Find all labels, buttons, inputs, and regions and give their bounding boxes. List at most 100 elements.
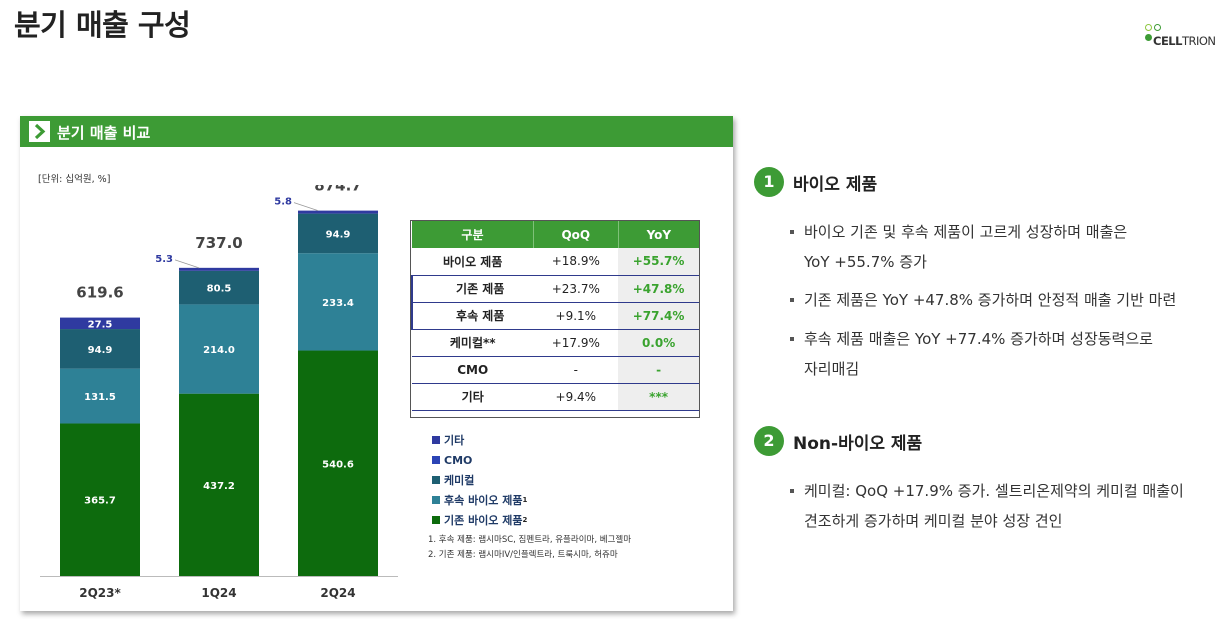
bar-segment [298,253,378,351]
logo-wordmark: CELLTRION [1153,34,1216,48]
legend-item: 기존 바이오 제품 2 [432,510,527,530]
table-cell-yoy: *** [618,383,699,411]
legend-footnote-mark: 2 [522,516,528,524]
bullet-icon [790,337,794,341]
bar-data-label: 5.3 [155,254,173,265]
bar-data-label: 131.5 [84,392,116,403]
growth-table-border [410,220,700,418]
table-header-yoy: YoY [618,221,699,248]
table-cell-yoy: +47.8% [618,275,699,303]
bar-data-label: 27.5 [88,319,113,330]
legend-swatch [432,456,440,464]
celltrion-logo: CELLTRION [1144,24,1224,48]
table-cell-qoq: +17.9% [533,329,619,357]
bar-segment [60,329,140,369]
footnote-2: 2. 기존 제품: 램시마IV/인플렉트라, 트룩시마, 허쥬마 [428,549,618,560]
bar-data-label: 80.5 [207,284,232,295]
legend-item: 케미컬 [432,470,527,490]
table-header-qoq: QoQ [533,221,619,248]
legend-label: 기존 바이오 제품 [444,514,523,527]
bar-total-label: 619.6 [76,284,123,302]
bar-segment [179,270,259,305]
bar-segment [60,423,140,576]
table-cell-qoq: +9.4% [533,383,619,411]
bar-total-label: 874.7 [314,185,361,195]
legend-swatch [432,436,440,444]
unit-label: [단위: 십억원, %] [38,174,111,185]
footnotes: 1. 후속 제품: 램시마SC, 짐펜트라, 유플라이마, 베그젤마 2. 기존… [428,533,631,562]
table-header-category: 구분 [412,221,534,248]
bar-segment [298,350,378,576]
chevron-right-icon [29,121,50,142]
table-row: 케미컬** +17.9% 0.0% [412,329,699,357]
section-title: 바이오 제품 [793,175,878,195]
table-cell-yoy: +77.4% [618,302,699,330]
legend-item: 기타 [432,430,527,450]
card-header: 분기 매출 비교 [20,116,733,147]
leader-line [174,259,200,269]
legend-label: 케미컬 [444,474,475,487]
bar-segment [298,213,378,254]
table-cell-label: CMO [412,356,534,384]
table-cell-yoy: +55.7% [618,248,699,276]
table-cell-label: 기타 [412,383,534,411]
bullet-icon [790,489,794,493]
bar-segment [179,267,259,271]
section-number-badge: 2 [754,426,784,456]
table-row: CMO - - [412,356,699,384]
page-title: 분기 매출 구성 [14,8,191,42]
table-cell-qoq: +18.9% [533,248,619,276]
table-cell-yoy: 0.0% [618,329,699,357]
bar-data-label: 365.7 [84,496,116,507]
bullet-item: 기존 제품은 YoY +47.8% 증가하며 안정적 매출 기반 마련 [790,285,1220,315]
x-tick-label: 2Q23* [79,586,121,600]
bar-data-label: 94.9 [326,229,351,240]
logo-dots-icon [1144,24,1166,46]
legend-item: 후속 바이오 제품 1 [432,490,527,510]
chart-legend: 기타 CMO 케미컬 후속 바이오 제품 1 기존 바이오 제품 2 [432,430,527,530]
bullet-item: 바이오 기존 및 후속 제품이 고르게 성장하며 매출은 YoY +55.7% … [790,217,1220,277]
bar-data-label: 214.0 [203,345,235,356]
table-cell-qoq: +9.1% [533,302,619,330]
table-row: 기타 +9.4% *** [412,383,699,411]
legend-label: CMO [444,453,473,467]
table-cell-label: 후속 제품 [410,302,534,330]
bullet-icon [790,298,794,302]
bar-segment [60,317,140,330]
x-tick-label: 1Q24 [201,586,236,600]
growth-table: 구분 QoQ YoY 바이오 제품 +18.9% +55.7% 기존 제품 +23.7%… [410,221,699,411]
leader-line [293,202,319,211]
section-number-badge: 1 [754,167,784,197]
bar-data-label: 540.6 [322,459,354,470]
bar-data-label: 5.8 [274,197,292,208]
table-cell-qoq: - [533,356,619,384]
bar-segment [179,304,259,394]
bar-data-label: 233.4 [322,298,354,309]
table-cell-yoy: - [618,356,699,384]
legend-swatch [432,516,440,524]
bullet-icon [790,230,794,234]
bar-total-label: 737.0 [195,234,242,252]
legend-label: 후속 바이오 제품 [444,494,523,507]
table-cell-label: 케미컬** [412,329,534,357]
bar-segment [60,368,140,424]
bullet-item: 케미컬: QoQ +17.9% 증가. 셀트리온제약의 케미컬 매출이 견조하게… [790,476,1220,536]
card-title: 분기 매출 비교 [57,124,151,142]
section-title: Non-바이오 제품 [793,434,923,454]
table-row: 바이오 제품 +18.9% +55.7% [412,248,699,276]
bar-segment [179,393,259,576]
table-cell-qoq: +23.7% [533,275,619,303]
table-row: 기존 제품 +23.7% +47.8% [410,275,699,303]
table-row: 후속 제품 +9.1% +77.4% [410,302,699,330]
bullet-item: 후속 제품 매출은 YoY +77.4% 증가하며 성장동력으로 자리매김 [790,324,1220,384]
bar-data-label: 437.2 [203,481,235,492]
footnote-1: 1. 후속 제품: 램시마SC, 짐펜트라, 유플라이마, 베그젤마 [428,535,632,545]
legend-swatch [432,496,440,504]
table-header-row: 구분 QoQ YoY [412,221,699,248]
table-cell-label: 기존 제품 [410,275,534,303]
legend-swatch [432,476,440,484]
table-cell-label: 바이오 제품 [412,248,534,276]
legend-label: 기타 [444,434,465,447]
legend-item: CMO [432,450,527,470]
legend-footnote-mark: 1 [522,496,528,504]
